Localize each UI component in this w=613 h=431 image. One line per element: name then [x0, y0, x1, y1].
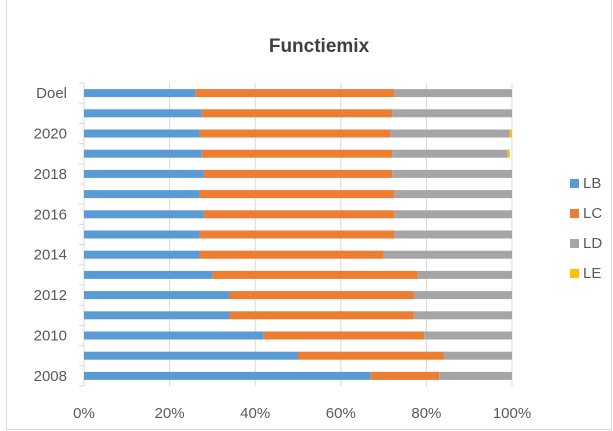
- bar-segment-lb-2021: [84, 109, 202, 118]
- bar-segment-lc-2018: [203, 169, 393, 178]
- bar-segment-ld-2021: [392, 109, 512, 118]
- bar-segment-ld-2013: [417, 270, 512, 279]
- x-axis-tick-labels: 0% 20% 40% 60% 80% 100%: [73, 405, 531, 422]
- bar-segment-lc-2009: [298, 351, 444, 360]
- bar-segment-lb-doel: [84, 89, 196, 98]
- bar-segment-le-2020: [509, 129, 512, 138]
- bar-segment-lb-2009: [84, 351, 298, 360]
- chart-title: Functiemix: [269, 36, 370, 57]
- bar-segment-lc-2019: [201, 149, 393, 158]
- x-tick-label: 60%: [326, 405, 356, 422]
- bar-segment-ld-2016: [394, 210, 512, 219]
- category-label: 2010: [34, 328, 67, 345]
- bar-segment-ld-2015: [394, 230, 512, 239]
- bar-segment-lc-2020: [199, 129, 391, 138]
- legend: LB LC LD LE: [570, 175, 602, 282]
- category-label: 2016: [34, 206, 67, 223]
- bar-segment-lc-2013: [212, 270, 418, 279]
- bar-segment-ld-doel: [394, 89, 512, 98]
- bar-segment-ld-2011: [413, 311, 512, 320]
- bar-segment-lc-doel: [195, 89, 395, 98]
- bar-segment-ld-2014: [383, 250, 512, 259]
- x-tick-label: 80%: [411, 405, 441, 422]
- chart-frame: Functiemix 2008 2010 2012 2014 2016 2018 2020 D…: [6, 0, 612, 430]
- legend-label-le: LE: [583, 265, 601, 282]
- x-tick-label: 40%: [240, 405, 270, 422]
- bar-segment-lb-2011: [84, 311, 230, 320]
- bar-segment-lb-2012: [84, 291, 230, 300]
- stacked-bar-chart: Functiemix 2008 2010 2012 2014 2016 2018 2020 D…: [34, 36, 603, 422]
- bar-segment-lc-2011: [229, 311, 414, 320]
- legend-swatch-lb: [570, 179, 579, 188]
- bar-segment-ld-2017: [394, 190, 512, 199]
- bar-segment-ld-2012: [413, 291, 512, 300]
- bar-segment-lb-2016: [84, 210, 204, 219]
- legend-swatch-ld: [570, 239, 579, 248]
- category-label: 2014: [34, 247, 67, 264]
- bar-segment-ld-2019: [392, 149, 508, 158]
- bar-segment-lb-2013: [84, 270, 213, 279]
- bar-segment-ld-2020: [390, 129, 510, 138]
- category-label: Doel: [36, 85, 67, 102]
- bar-segment-lb-2014: [84, 250, 200, 259]
- legend-label-ld: LD: [583, 235, 602, 252]
- legend-label-lc: LC: [583, 205, 602, 222]
- category-label: 2012: [34, 287, 67, 304]
- bar-segment-lc-2017: [199, 190, 395, 199]
- category-labels: 2008 2010 2012 2014 2016 2018 2020 Doel: [34, 85, 67, 385]
- bar-segment-lc-2015: [199, 230, 395, 239]
- bar-segment-ld-2018: [392, 169, 512, 178]
- legend-swatch-le: [570, 269, 579, 278]
- legend-swatch-lc: [570, 209, 579, 218]
- bar-segment-ld-2009: [443, 351, 512, 360]
- bar-segment-lb-2019: [84, 149, 202, 158]
- legend-label-lb: LB: [583, 175, 601, 192]
- bar-segment-ld-2008: [439, 371, 512, 380]
- bar-segment-lc-2012: [229, 291, 414, 300]
- bar-segment-lc-2014: [199, 250, 384, 259]
- bar-segment-lc-2010: [263, 331, 425, 340]
- bar-segment-lb-2018: [84, 169, 204, 178]
- bars: [84, 89, 512, 380]
- bar-segment-lc-2008: [370, 371, 440, 380]
- bar-segment-le-2019: [507, 149, 510, 158]
- bar-segment-lb-2010: [84, 331, 264, 340]
- bar-segment-lb-2015: [84, 230, 200, 239]
- bar-segment-lb-2008: [84, 371, 371, 380]
- x-tick-label: 20%: [155, 405, 185, 422]
- bar-segment-ld-2010: [424, 331, 512, 340]
- bar-segment-lc-2021: [201, 109, 393, 118]
- category-label: 2018: [34, 166, 67, 183]
- bar-segment-lb-2020: [84, 129, 200, 138]
- category-label: 2008: [34, 368, 67, 385]
- category-label: 2020: [34, 126, 67, 143]
- bar-segment-lc-2016: [203, 210, 395, 219]
- x-tick-label: 100%: [493, 405, 531, 422]
- bar-segment-lb-2017: [84, 190, 200, 199]
- x-tick-label: 0%: [73, 405, 95, 422]
